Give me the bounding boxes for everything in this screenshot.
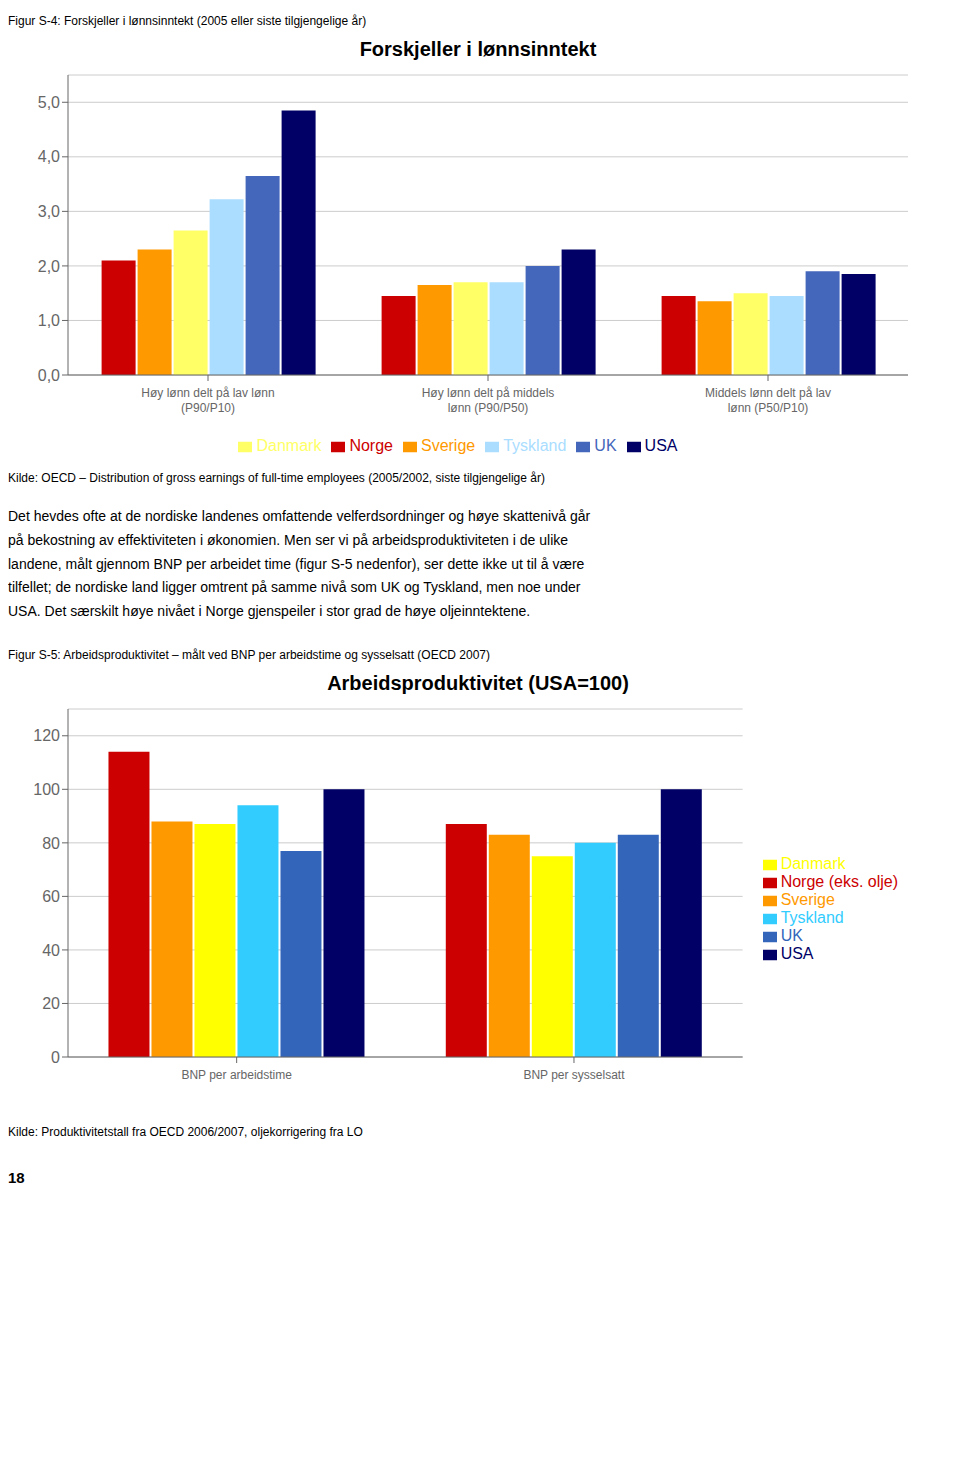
html-text:Sverige: Sverige (780, 891, 835, 908)
html-text:UK: UK (780, 927, 803, 944)
svg-text:BNP per arbeidstime: BNP per arbeidstime (181, 1068, 292, 1082)
svg-text:20: 20 (42, 995, 60, 1012)
svg-text:Høy lønn delt på lav lønn(P90/: Høy lønn delt på lav lønn(P90/P10) (141, 386, 274, 415)
html-text:Kilde: OECD – Distribution of: Kilde: OECD – Distribution of gross earn… (8, 471, 545, 485)
html-text:USA: USA (780, 945, 814, 962)
svg-text:Høy lønn delt på middelslønn (: Høy lønn delt på middelslønn (P90/P50) (422, 386, 555, 415)
svg-text:3,0: 3,0 (38, 203, 60, 220)
svg-text:0,0: 0,0 (38, 367, 60, 384)
html-text:Norge (eks. olje): Norge (eks. olje) (780, 873, 898, 890)
svg-text:1,0: 1,0 (38, 312, 60, 329)
svg-text:60: 60 (42, 888, 60, 905)
html-text:Danmark: Danmark (780, 855, 846, 872)
svg-text:4,0: 4,0 (38, 148, 60, 165)
svg-text:40: 40 (42, 942, 60, 959)
svg-text:2,0: 2,0 (38, 258, 60, 275)
svg-text:120: 120 (33, 727, 60, 744)
html-text:Det hevdes ofte at de nordiske: Det hevdes ofte at de nordiske landenes … (8, 508, 591, 620)
html-text:UK: UK (594, 437, 617, 454)
svg-text:5,0: 5,0 (38, 94, 60, 111)
html-text:USA: USA (644, 437, 678, 454)
svg-text:Middels lønn delt på lavlønn (: Middels lønn delt på lavlønn (P50/P10) (705, 386, 831, 415)
html-text:Kilde: Produktivitetstall fra: Kilde: Produktivitetstall fra OECD 2006/… (8, 1125, 363, 1139)
html-text:Sverige: Sverige (421, 437, 476, 454)
html-text:Arbeidsproduktivitet (USA=100): Arbeidsproduktivitet (USA=100) (327, 672, 629, 694)
svg-text:BNP per sysselsatt: BNP per sysselsatt (523, 1068, 625, 1082)
html-text:Figur S-4: Forskjeller i lønns: Figur S-4: Forskjeller i lønnsinntekt (2… (8, 14, 367, 28)
html-text:Tyskland: Tyskland (503, 437, 567, 454)
svg-text:100: 100 (33, 781, 60, 798)
html-text:Figur S-5: Arbeidsproduktivite: Figur S-5: Arbeidsproduktivitet – målt v… (8, 648, 490, 662)
html-text:Norge: Norge (349, 437, 393, 454)
html-text:18: 18 (8, 1169, 25, 1186)
html-text:Tyskland: Tyskland (780, 909, 844, 926)
svg-text:80: 80 (42, 835, 60, 852)
html-text:Danmark: Danmark (256, 437, 322, 454)
svg-text:0: 0 (51, 1049, 60, 1066)
html-text:Forskjeller i lønnsinntekt: Forskjeller i lønnsinntekt (359, 38, 597, 60)
